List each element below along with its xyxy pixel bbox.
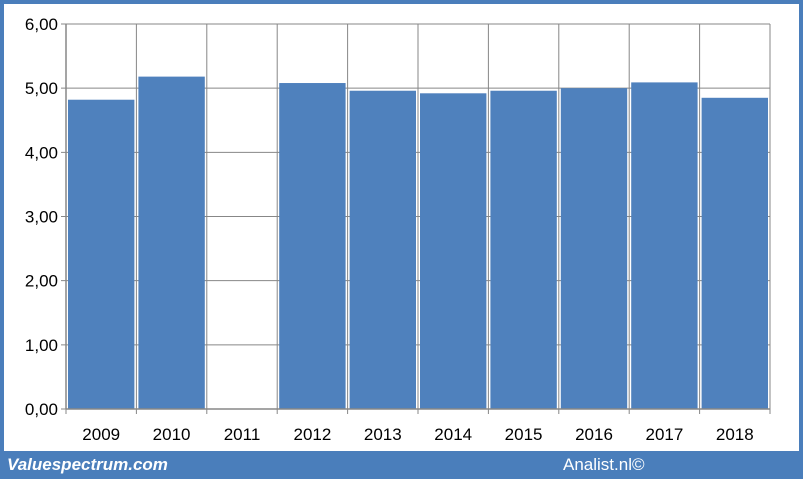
x-tick-label: 2010 [153, 425, 191, 444]
y-tick-label: 5,00 [25, 79, 58, 98]
x-tick-label: 2009 [82, 425, 120, 444]
x-tick-label: 2018 [716, 425, 754, 444]
bars [68, 76, 768, 410]
y-tick-labels: 0,00 1,00 2,00 3,00 4,00 5,00 6,00 [25, 15, 58, 419]
bar-2015 [490, 90, 557, 409]
footer-brand-analist: Analist.nl© [563, 455, 645, 474]
bar-2009 [68, 99, 135, 409]
y-tick-label: 1,00 [25, 336, 58, 355]
bar-2010 [138, 76, 205, 409]
y-tick-label: 3,00 [25, 208, 58, 227]
y-tick-label: 2,00 [25, 272, 58, 291]
y-tick-label: 6,00 [25, 15, 58, 34]
bar-2014 [420, 93, 487, 410]
axes [65, 24, 770, 410]
y-tick-label: 4,00 [25, 143, 58, 162]
x-tick-label: 2015 [505, 425, 543, 444]
bar-chart: 0,00 1,00 2,00 3,00 4,00 5,00 6,00 2009 2010 201… [25, 15, 771, 444]
x-tick-label: 2012 [293, 425, 331, 444]
x-tick-label: 2013 [364, 425, 402, 444]
chart-frame: 0,00 1,00 2,00 3,00 4,00 5,00 6,00 2009 2010 201… [4, 4, 799, 451]
bar-2013 [349, 90, 416, 409]
y-tick-label: 0,00 [25, 400, 58, 419]
x-tick-label: 2014 [434, 425, 472, 444]
footer-brand-valuespectrum: Valuespectrum.com [7, 455, 168, 474]
x-tick-labels: 2009 2010 2011 2012 2013 2014 2015 2016 2017 2018 [82, 425, 753, 444]
x-tick-label: 2016 [575, 425, 613, 444]
bar-2012 [279, 83, 346, 410]
bar-2018 [701, 97, 768, 410]
x-tick-label: 2011 [224, 425, 261, 444]
bar-2017 [631, 82, 698, 410]
bar-2016 [560, 88, 628, 410]
x-tick-label: 2017 [645, 425, 683, 444]
